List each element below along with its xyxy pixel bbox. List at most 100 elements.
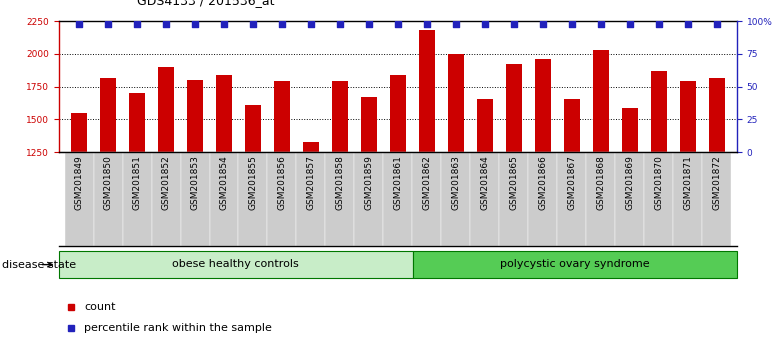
Bar [702,152,731,246]
Bar [441,152,470,246]
Point [363,21,376,27]
Point [478,21,491,27]
Text: GSM201864: GSM201864 [481,155,489,210]
Point [160,21,172,27]
Text: GSM201855: GSM201855 [249,155,257,210]
Bar [129,93,145,316]
Bar [564,98,579,316]
Text: GSM201851: GSM201851 [132,155,142,210]
Bar [680,81,695,316]
Bar [390,75,406,316]
Bar [180,152,209,246]
Bar [506,64,522,316]
Point [131,21,143,27]
Bar [709,78,724,316]
Text: GSM201863: GSM201863 [452,155,460,210]
Bar [593,50,608,316]
Bar [100,78,116,316]
Point [594,21,607,27]
Text: GDS4133 / 201536_at: GDS4133 / 201536_at [137,0,274,7]
Point [391,21,405,27]
Text: GSM201857: GSM201857 [307,155,315,210]
Text: GSM201854: GSM201854 [220,155,228,210]
Text: GSM201861: GSM201861 [394,155,402,210]
Point [565,21,578,27]
Text: count: count [84,302,115,312]
Point [189,21,201,27]
Bar [93,152,122,246]
Bar [499,152,528,246]
Bar [586,152,615,246]
Bar [274,81,290,316]
Point [334,21,347,27]
Bar [296,152,325,246]
Bar [59,251,412,278]
Text: GSM201859: GSM201859 [365,155,373,210]
Bar [477,98,493,316]
Point [652,21,665,27]
Text: GSM201866: GSM201866 [539,155,547,210]
Bar [673,152,702,246]
Text: GSM201871: GSM201871 [683,155,692,210]
Bar [187,80,203,316]
Bar [412,152,441,246]
Text: GSM201856: GSM201856 [278,155,286,210]
Bar [71,113,87,316]
Bar [216,75,232,316]
Text: GSM201867: GSM201867 [568,155,576,210]
Point [102,21,114,27]
Point [276,21,289,27]
Bar [361,97,377,316]
Text: GSM201872: GSM201872 [712,155,721,210]
Text: GSM201870: GSM201870 [654,155,663,210]
Bar [528,152,557,246]
Point [681,21,694,27]
Bar [535,59,550,316]
Bar [303,142,319,316]
Bar [470,152,499,246]
Point [710,21,723,27]
Bar [622,108,637,316]
Point [449,21,462,27]
Point [247,21,260,27]
Text: GSM201850: GSM201850 [103,155,113,210]
Text: GSM201868: GSM201868 [597,155,605,210]
Bar [383,152,412,246]
Bar [325,152,354,246]
Bar [209,152,238,246]
Text: GSM201858: GSM201858 [336,155,344,210]
Text: obese healthy controls: obese healthy controls [172,259,299,269]
Bar [238,152,267,246]
Point [536,21,549,27]
Text: GSM201853: GSM201853 [191,155,199,210]
Bar [245,105,261,316]
Bar [354,152,383,246]
Point [305,21,318,27]
Text: GSM201865: GSM201865 [510,155,518,210]
Bar [122,152,151,246]
Point [507,21,520,27]
Bar [151,152,180,246]
Bar [448,54,464,316]
Point [623,21,636,27]
Bar [158,67,174,316]
Text: GSM201869: GSM201869 [625,155,634,210]
Bar [419,30,435,316]
Text: GSM201862: GSM201862 [423,155,431,210]
Bar [651,71,666,316]
Bar [64,152,93,246]
Point [218,21,230,27]
Text: GSM201852: GSM201852 [162,155,171,210]
Bar [332,81,348,316]
Bar [557,152,586,246]
Text: polycystic ovary syndrome: polycystic ovary syndrome [500,259,650,269]
Bar [267,152,296,246]
Text: percentile rank within the sample: percentile rank within the sample [84,323,272,333]
Bar [412,251,737,278]
Point [420,21,433,27]
Bar [615,152,644,246]
Text: GSM201849: GSM201849 [74,155,84,210]
Bar [644,152,673,246]
Point [73,21,85,27]
Text: disease state: disease state [2,259,77,270]
